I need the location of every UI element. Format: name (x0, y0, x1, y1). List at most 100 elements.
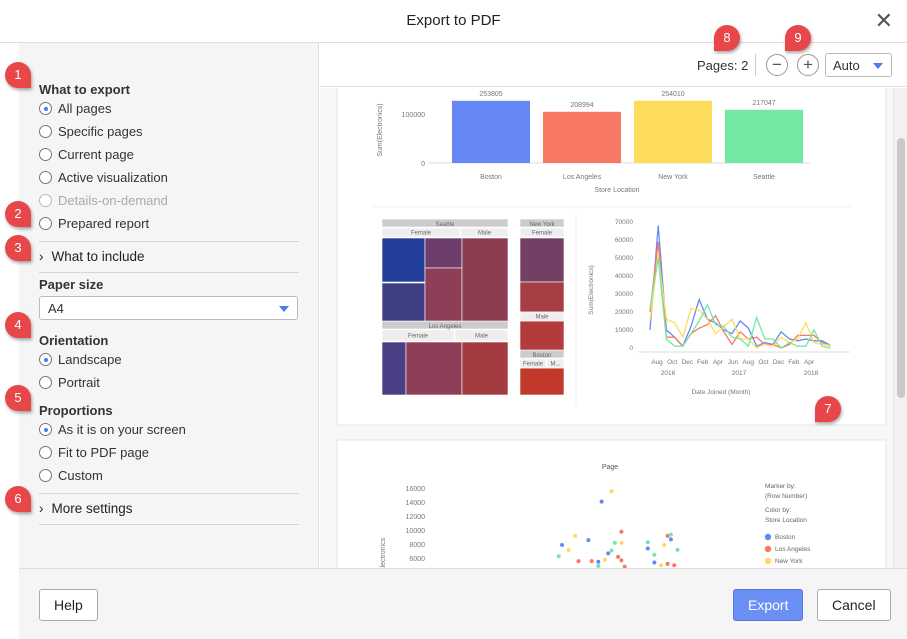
bar-y-tick: 0 (421, 161, 425, 168)
scatter-point (675, 547, 680, 552)
scatter-point (586, 538, 591, 543)
radio-circle[interactable] (39, 171, 52, 184)
preview-scrollbar[interactable] (893, 88, 907, 568)
treemap-subheader (519, 227, 565, 238)
more-settings-expander[interactable]: › More settings (39, 501, 133, 516)
legend-swatch (764, 533, 772, 541)
what-to-include-expander[interactable]: › What to include (39, 249, 145, 264)
radio-active-visualization[interactable]: Active visualization (39, 170, 168, 185)
radio-label: Custom (58, 468, 103, 483)
treemap-cell (519, 320, 565, 351)
cancel-button[interactable]: Cancel (817, 589, 891, 621)
radio-label: Prepared report (58, 216, 150, 231)
help-button[interactable]: Help (39, 589, 98, 621)
callout-badge-5: 5 (5, 385, 31, 411)
zoom-out-button[interactable]: − (766, 54, 788, 76)
scatter-point (596, 564, 601, 568)
line-x-tick: Dec (773, 359, 785, 366)
dropdown-arrow-icon (873, 63, 883, 69)
treemap-cell (381, 218, 509, 228)
radio-specific-pages[interactable]: Specific pages (39, 124, 143, 139)
radio-circle[interactable] (39, 102, 52, 115)
scatter-point (560, 543, 564, 547)
scatter-point (665, 561, 670, 566)
page-count: Pages: 2 (697, 58, 749, 73)
close-icon[interactable]: ✕ (874, 8, 893, 33)
treemap-subgroup-label: Female (408, 334, 429, 340)
scatter-legend-text: (Row Number) (765, 493, 807, 500)
legend-swatch (764, 557, 772, 565)
radio-current-page[interactable]: Current page (39, 147, 134, 162)
treemap-subheader (546, 358, 565, 369)
line-series-seattle (649, 257, 831, 349)
proportions-heading: Proportions (39, 403, 113, 418)
bar-value-label: 217047 (752, 100, 775, 107)
bar-new-york (634, 100, 712, 163)
radio-circle[interactable] (39, 376, 52, 389)
zoom-in-button[interactable]: + (797, 54, 819, 76)
paper-size-select[interactable]: A4 (39, 296, 298, 320)
radio-all-pages[interactable]: All pages (39, 101, 111, 116)
scatter-point (566, 547, 571, 552)
radio-as-it-is-on-your-screen[interactable]: As it is on your screen (39, 422, 186, 437)
radio-landscape[interactable]: Landscape (39, 352, 122, 367)
scatter-point (612, 540, 617, 545)
radio-prepared-report[interactable]: Prepared report (39, 216, 149, 231)
radio-circle[interactable] (39, 194, 52, 207)
radio-circle[interactable] (39, 446, 52, 459)
line-y-tick: 70000 (615, 219, 633, 226)
treemap-subgroup-label: Male (535, 315, 549, 321)
radio-circle[interactable] (39, 469, 52, 482)
radio-circle[interactable] (39, 217, 52, 230)
treemap-cell (519, 281, 565, 313)
chevron-right-icon: › (39, 249, 44, 264)
scrollbar-thumb[interactable] (897, 138, 905, 398)
callout-badge-2: 2 (5, 201, 31, 227)
line-y-tick: 20000 (615, 309, 633, 316)
scatter-y-tick: 8000 (409, 542, 425, 549)
treemap-cell (461, 237, 509, 322)
preview-page-2 (336, 439, 887, 568)
export-button[interactable]: Export (733, 589, 804, 621)
radio-circle[interactable] (39, 353, 52, 366)
zoom-select[interactable]: Auto (825, 53, 892, 77)
treemap-group-label: Seattle (436, 222, 455, 228)
treemap-subheader (519, 311, 565, 322)
scatter-point (596, 559, 601, 564)
dialog-footer: Help Export Cancel (19, 568, 907, 639)
callout-badge-6: 6 (5, 486, 31, 512)
line-y-tick: 10000 (615, 327, 633, 334)
scatter-point (589, 559, 594, 564)
divider (755, 54, 756, 76)
legend-swatch (764, 545, 772, 553)
preview-pages: 0100000200000300000Sum(Electronics)25380… (336, 88, 887, 568)
scatter-point (668, 537, 673, 542)
scatter-y-tick: 6000 (409, 556, 425, 563)
radio-circle[interactable] (39, 125, 52, 138)
bar-y-tick: 100000 (402, 112, 425, 119)
callout-badge-4: 4 (5, 312, 31, 338)
paper-size-value: A4 (48, 301, 64, 316)
radio-label: Current page (58, 147, 134, 162)
legend-item: Boston (775, 534, 796, 541)
bar-x-label: Store Location (594, 187, 639, 194)
pdf-preview[interactable]: 0100000200000300000Sum(Electronics)25380… (320, 88, 893, 568)
radio-custom[interactable]: Custom (39, 468, 103, 483)
radio-circle[interactable] (39, 423, 52, 436)
radio-circle[interactable] (39, 148, 52, 161)
dialog-title: Export to PDF (406, 12, 501, 29)
radio-label: As it is on your screen (58, 422, 186, 437)
radio-portrait[interactable]: Portrait (39, 375, 100, 390)
treemap-subgroup-label: Male (475, 334, 489, 340)
scatter-point (609, 489, 614, 494)
line-year-tick: 2017 (732, 370, 747, 377)
scatter-point (668, 532, 673, 537)
divider (39, 524, 299, 525)
scatter-point (645, 546, 650, 551)
bar-value-label: 254010 (661, 91, 684, 98)
treemap-subheader (460, 227, 509, 238)
treemap-group-label: New York (529, 222, 555, 228)
scatter-point (576, 559, 581, 564)
scatter-y-tick: 10000 (406, 528, 426, 535)
radio-fit-to-pdf-page[interactable]: Fit to PDF page (39, 445, 149, 460)
